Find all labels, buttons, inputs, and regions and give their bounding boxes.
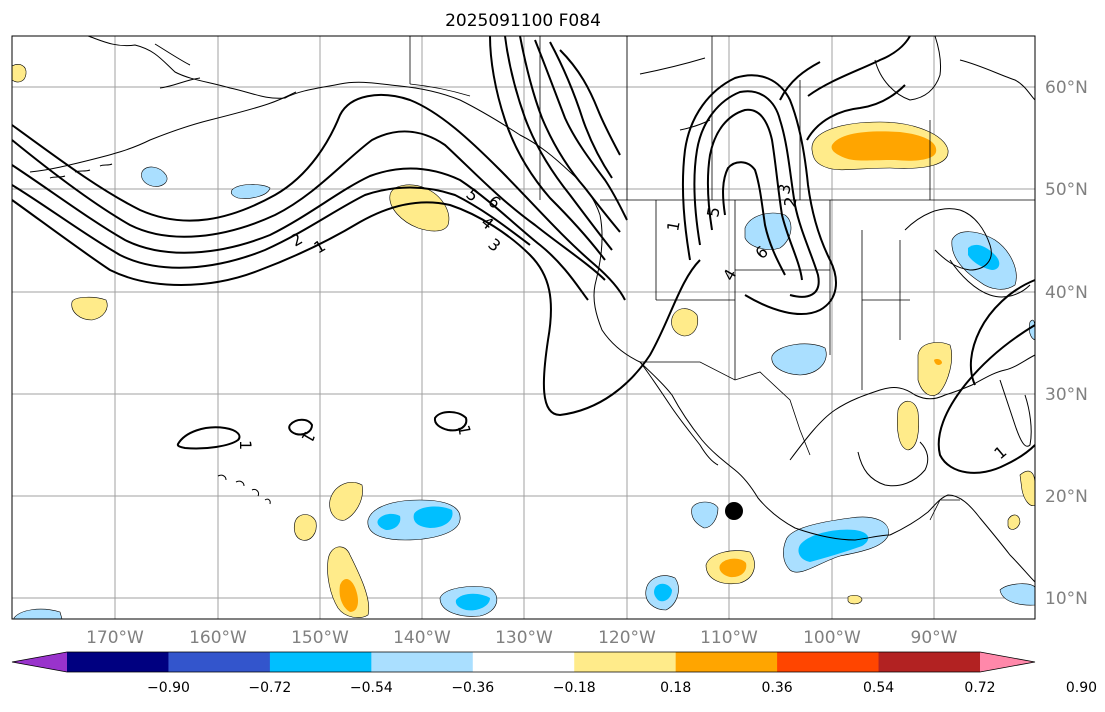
shade-neg-1 (141, 166, 168, 187)
shade-neg-4 (771, 343, 827, 376)
shade-pos-11b (719, 558, 747, 578)
contour-label: 1 (454, 423, 474, 436)
shaded-regions (11, 64, 1036, 620)
shade-neg-8b (798, 529, 869, 562)
colorbar-cells (11, 651, 1036, 673)
colorbar-cell (574, 652, 677, 672)
shade-pos-7 (897, 400, 919, 451)
colorbar-tick-label: 0.90 (1066, 680, 1097, 696)
colorbar-extend-max (980, 652, 1035, 672)
shade-pos-13 (1007, 514, 1021, 530)
contour-label: 2 (780, 195, 800, 208)
colorbar-tick-label: −0.54 (350, 680, 393, 696)
contour-label: 1 (236, 440, 255, 450)
lon-label-100w: 100°W (803, 628, 861, 648)
lon-label-130w: 130°W (495, 628, 553, 648)
lon-label-110w: 110°W (700, 628, 758, 648)
colorbar-tick-label: −0.90 (147, 680, 190, 696)
shade-neg-6c (413, 506, 453, 528)
colorbar-ticks: −0.90 −0.72 −0.54 −0.36 −0.18 0.18 0.36 0.54 0.7… (147, 680, 1097, 696)
lat-label-60n: 60°N (1045, 78, 1088, 98)
lat-label-20n: 20°N (1045, 487, 1088, 507)
shade-neg-7 (691, 501, 719, 529)
shade-pos-6b (934, 359, 942, 365)
shade-pos-10b (339, 578, 358, 612)
contour-label: 3 (774, 182, 794, 195)
shade-pos-1b (831, 131, 937, 161)
shade-pos-8 (329, 481, 363, 521)
shade-pos-9 (293, 514, 317, 541)
colorbar-cell (269, 652, 372, 672)
lon-label-140w: 140°W (393, 628, 451, 648)
shade-neg-6b (377, 513, 401, 530)
contour-label: 5 (703, 205, 723, 218)
lon-label-170w: 170°W (86, 628, 144, 648)
colorbar-cell (675, 652, 778, 672)
lon-label-120w: 120°W (598, 628, 656, 648)
lat-label-50n: 50°N (1045, 180, 1088, 200)
colorbar: −0.90 −0.72 −0.54 −0.36 −0.18 0.18 0.36 0.54 0.7… (11, 651, 1097, 696)
colorbar-cell (472, 652, 575, 672)
shade-pos-4 (11, 64, 27, 83)
shade-pos-2 (389, 184, 450, 232)
colorbar-cell (878, 652, 981, 672)
lon-label-160w: 160°W (189, 628, 247, 648)
colorbar-cell (371, 652, 474, 672)
shade-neg-5b (968, 244, 1000, 270)
colorbar-cell (168, 652, 271, 672)
shade-pos-14 (847, 595, 863, 605)
shade-neg-3 (744, 212, 792, 250)
colorbar-tick-label: 0.36 (762, 680, 793, 696)
colorbar-cell (67, 652, 169, 672)
contour-label: 1 (663, 219, 683, 232)
lon-label-150w: 150°W (291, 628, 349, 648)
chart-title: 2025091100 F084 (445, 11, 601, 31)
shade-neg-11 (13, 608, 63, 620)
contours (11, 35, 1036, 474)
shade-pos-3 (71, 296, 108, 321)
lat-label-10n: 10°N (1045, 589, 1088, 609)
borders (409, 36, 1035, 521)
latitude-labels: 60°N 50°N 40°N 30°N 20°N 10°N (1045, 78, 1088, 609)
colorbar-tick-label: 0.54 (863, 680, 894, 696)
colorbar-extend-min (12, 652, 67, 672)
coastlines (29, 35, 1036, 583)
shade-neg-9b (654, 583, 672, 602)
shade-pos-6 (917, 342, 952, 396)
colorbar-tick-label: 0.18 (660, 680, 691, 696)
colorbar-tick-label: −0.72 (248, 680, 291, 696)
shade-neg-2 (230, 184, 271, 199)
longitude-labels: 170°W 160°W 150°W 140°W 130°W 120°W 110°… (86, 628, 958, 648)
lat-label-40n: 40°N (1045, 283, 1088, 303)
lat-label-30n: 30°N (1045, 385, 1088, 405)
colorbar-cell (777, 652, 880, 672)
shade-pos-5 (671, 308, 699, 337)
colorbar-tick-label: 0.72 (964, 680, 995, 696)
shade-neg-10b (455, 593, 490, 611)
colorbar-tick-label: −0.36 (451, 680, 494, 696)
colorbar-outline (11, 651, 1036, 673)
colorbar-tick-label: −0.18 (553, 680, 596, 696)
location-marker (725, 502, 743, 520)
map-frame (11, 35, 1036, 620)
lon-label-90w: 90°W (911, 628, 958, 648)
